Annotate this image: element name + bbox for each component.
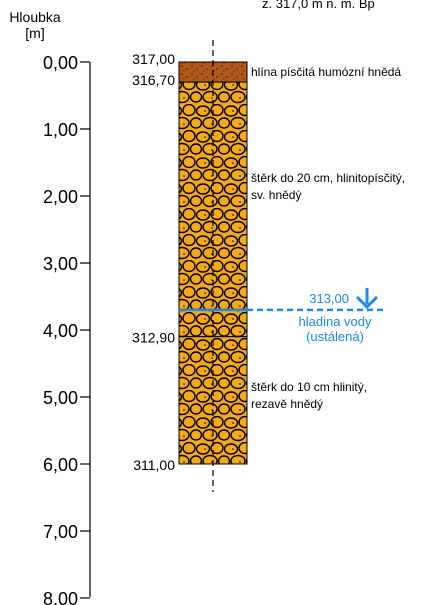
layer-description-line: štěrk do 20 cm, hlinitopísčitý, <box>251 171 405 185</box>
depth-tick-label: 3,00 <box>43 254 78 274</box>
depth-tick-label: 8,00 <box>43 589 78 605</box>
layer-descriptions: hlína písčitá humózní hnědá štěrk do 20 c… <box>251 65 405 411</box>
elevation-label: 312,90 <box>132 330 175 346</box>
layer-description-line: hlína písčitá humózní hnědá <box>251 65 401 79</box>
water-label-note: (ustálená) <box>306 329 364 344</box>
groundwater-level: 313,00 hladina vody(ustálená) <box>179 287 385 344</box>
elevation-labels: 317,00 316,70 312,90 311,00 <box>132 51 175 473</box>
depth-tick-label: 0,00 <box>43 53 78 73</box>
layer-description-line: rezavě hnědý <box>251 397 323 411</box>
axis-title-unit: [m] <box>25 25 44 41</box>
layer-description-line: štěrk do 10 cm hlinitý, <box>251 380 367 394</box>
elevation-label: 316,70 <box>132 72 175 88</box>
axis-title: Hloubka <box>9 9 61 25</box>
water-label: hladina vody <box>299 314 372 329</box>
depth-tick-label: 2,00 <box>43 187 78 207</box>
depth-tick-label: 1,00 <box>43 120 78 140</box>
water-level-arrow-icon <box>356 296 378 310</box>
depth-tick-label: 5,00 <box>43 388 78 408</box>
elevation-label: 311,00 <box>133 457 175 473</box>
layer-description-line: sv. hnědý <box>251 188 301 202</box>
water-elevation: 313,00 <box>309 291 349 306</box>
top-note: z. 317,0 m n. m. Bp <box>262 0 375 11</box>
depth-ticks: 0,00 1,00 2,00 3,00 4,00 5,00 6,00 7,00 8,00 <box>43 53 90 605</box>
depth-tick-label: 6,00 <box>43 455 78 475</box>
depth-tick-label: 4,00 <box>43 321 78 341</box>
depth-tick-label: 7,00 <box>43 522 78 542</box>
elevation-label: 317,00 <box>132 51 175 67</box>
